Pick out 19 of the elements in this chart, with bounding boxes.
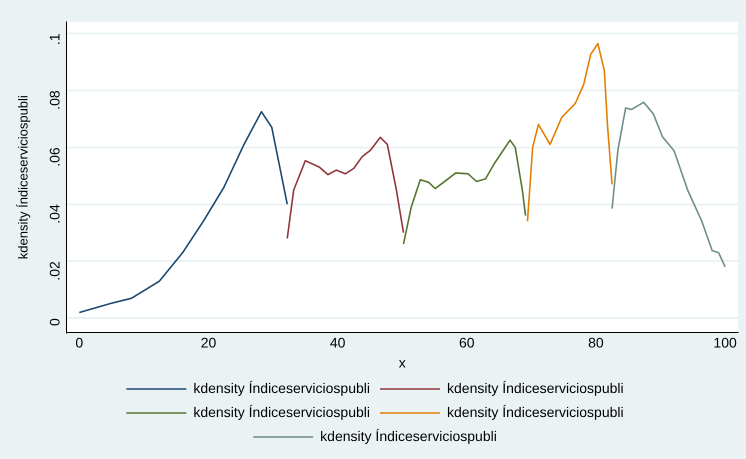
- legend-label: kdensity Índiceserviciospubli: [320, 428, 497, 444]
- x-tick-label: 0: [75, 334, 84, 351]
- x-tick-label: 20: [200, 334, 216, 351]
- legend-label: kdensity Índiceserviciospubli: [193, 404, 370, 420]
- x-tick-label: 60: [458, 334, 475, 351]
- legend-label: kdensity Índiceserviciospubli: [193, 380, 370, 396]
- y-tick-label: .1: [46, 33, 62, 46]
- y-tick-label: .02: [46, 261, 62, 281]
- legend-label: kdensity Índiceserviciospubli: [447, 404, 624, 420]
- y-tick-label: 0: [46, 318, 62, 326]
- x-axis-title: x: [398, 354, 406, 370]
- y-tick-label: .06: [46, 147, 62, 167]
- x-tick-label: 80: [588, 334, 604, 351]
- y-tick-label: .08: [46, 90, 62, 110]
- y-axis-title: kdensity Índiceserviciospubli: [15, 95, 30, 260]
- x-tick-label: 100: [713, 334, 737, 351]
- legend-label: kdensity Índiceserviciospubli: [447, 380, 624, 396]
- x-tick-label: 40: [330, 334, 346, 351]
- y-tick-label: .04: [46, 204, 62, 224]
